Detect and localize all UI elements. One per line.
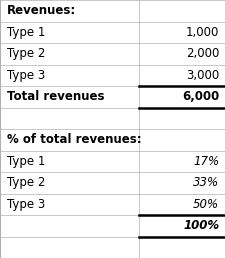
Text: Total revenues: Total revenues (7, 90, 104, 103)
Text: Type 1: Type 1 (7, 26, 45, 39)
Text: 100%: 100% (182, 219, 218, 232)
Text: 1,000: 1,000 (185, 26, 218, 39)
Text: 2,000: 2,000 (185, 47, 218, 60)
Text: 3,000: 3,000 (185, 69, 218, 82)
Text: Type 2: Type 2 (7, 176, 45, 189)
Text: % of total revenues:: % of total revenues: (7, 133, 141, 146)
Text: 17%: 17% (192, 155, 218, 168)
Text: Type 3: Type 3 (7, 69, 45, 82)
Text: 6,000: 6,000 (181, 90, 218, 103)
Text: Type 1: Type 1 (7, 155, 45, 168)
Text: 33%: 33% (192, 176, 218, 189)
Text: Type 2: Type 2 (7, 47, 45, 60)
Text: 50%: 50% (192, 198, 218, 211)
Text: Revenues:: Revenues: (7, 4, 76, 17)
Text: Type 3: Type 3 (7, 198, 45, 211)
